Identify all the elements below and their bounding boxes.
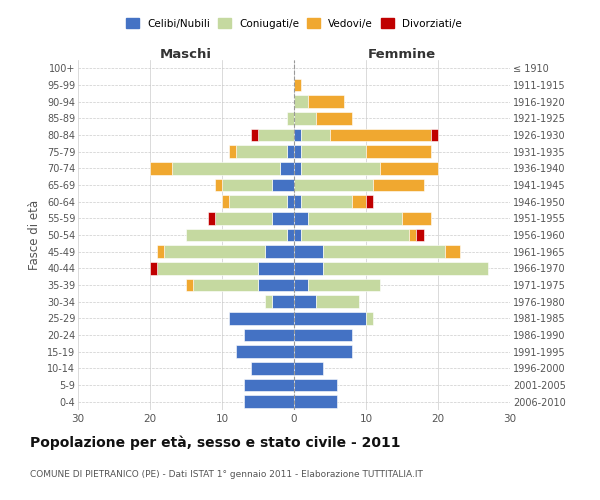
Bar (445, 246, 460, 258)
Bar (294, 329, 352, 341)
Bar (215, 179, 222, 192)
Bar (402, 212, 431, 224)
Bar (272, 296, 294, 308)
Bar (258, 129, 294, 141)
Bar (294, 212, 308, 224)
Bar (294, 229, 301, 241)
Bar (294, 146, 301, 158)
Bar (150, 162, 172, 174)
Legend: Celibi/Nubili, Coniugati/e, Vedovi/e, Divorziati/e: Celibi/Nubili, Coniugati/e, Vedovi/e, Di… (124, 16, 464, 30)
Bar (244, 396, 294, 408)
Bar (244, 329, 294, 341)
Bar (236, 346, 294, 358)
Bar (287, 196, 294, 208)
Bar (294, 262, 323, 274)
Bar (172, 162, 280, 174)
Bar (229, 146, 236, 158)
Bar (323, 246, 445, 258)
Bar (287, 146, 294, 158)
Text: Femmine: Femmine (368, 48, 436, 61)
Bar (272, 212, 294, 224)
Bar (301, 229, 409, 241)
Bar (294, 112, 316, 124)
Bar (265, 296, 272, 308)
Text: COMUNE DI PIETRANICO (PE) - Dati ISTAT 1° gennaio 2011 - Elaborazione TUTTITALIA: COMUNE DI PIETRANICO (PE) - Dati ISTAT 1… (30, 470, 423, 479)
Bar (164, 246, 265, 258)
Bar (258, 279, 294, 291)
Bar (280, 162, 294, 174)
Bar (251, 362, 294, 374)
Bar (308, 96, 344, 108)
Bar (316, 112, 352, 124)
Bar (294, 79, 301, 92)
Bar (222, 179, 272, 192)
Bar (236, 146, 287, 158)
Bar (301, 162, 380, 174)
Bar (366, 196, 373, 208)
Bar (366, 146, 431, 158)
Bar (294, 362, 323, 374)
Bar (316, 296, 359, 308)
Bar (330, 129, 431, 141)
Bar (416, 229, 424, 241)
Bar (294, 379, 337, 391)
Bar (294, 96, 308, 108)
Bar (294, 179, 373, 192)
Bar (373, 179, 424, 192)
Bar (294, 196, 301, 208)
Text: Maschi: Maschi (160, 48, 212, 61)
Bar (186, 279, 193, 291)
Bar (301, 146, 366, 158)
Bar (380, 162, 438, 174)
Bar (294, 246, 323, 258)
Bar (265, 246, 294, 258)
Bar (229, 196, 287, 208)
Bar (150, 262, 157, 274)
Bar (251, 129, 258, 141)
Bar (301, 196, 352, 208)
Bar (294, 396, 337, 408)
Bar (272, 179, 294, 192)
Bar (215, 212, 272, 224)
Bar (186, 229, 287, 241)
Bar (287, 229, 294, 241)
Bar (294, 162, 301, 174)
Text: Popolazione per età, sesso e stato civile - 2011: Popolazione per età, sesso e stato civil… (30, 435, 401, 450)
Bar (193, 279, 258, 291)
Bar (431, 129, 438, 141)
Bar (294, 296, 316, 308)
Bar (294, 312, 366, 324)
Bar (244, 379, 294, 391)
Bar (409, 229, 416, 241)
Bar (208, 212, 215, 224)
Bar (301, 129, 330, 141)
Bar (308, 212, 402, 224)
Bar (229, 312, 294, 324)
Bar (258, 262, 294, 274)
Bar (222, 196, 229, 208)
Bar (157, 246, 164, 258)
Bar (157, 262, 258, 274)
Bar (287, 112, 294, 124)
Bar (352, 196, 366, 208)
Y-axis label: Fasce di età: Fasce di età (28, 200, 41, 270)
Bar (294, 279, 308, 291)
Bar (294, 346, 352, 358)
Bar (323, 262, 488, 274)
Bar (294, 129, 301, 141)
Bar (366, 312, 373, 324)
Bar (308, 279, 380, 291)
